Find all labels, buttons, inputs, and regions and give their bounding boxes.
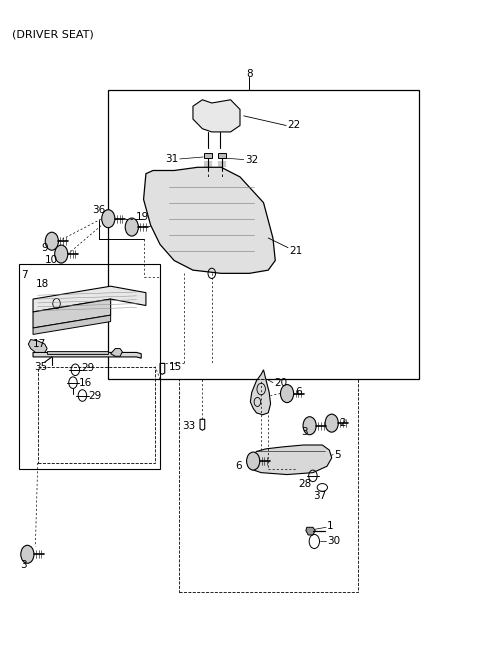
- Bar: [108, 90, 419, 379]
- FancyBboxPatch shape: [218, 153, 227, 158]
- Text: 1: 1: [327, 521, 334, 531]
- Polygon shape: [33, 299, 110, 328]
- Bar: [179, 379, 358, 592]
- Circle shape: [303, 417, 316, 435]
- Text: 15: 15: [168, 361, 182, 371]
- Circle shape: [102, 210, 115, 228]
- Text: 18: 18: [36, 279, 48, 289]
- Text: 33: 33: [182, 421, 195, 432]
- Polygon shape: [33, 315, 110, 335]
- Text: 32: 32: [245, 155, 258, 165]
- Polygon shape: [33, 352, 141, 358]
- Circle shape: [325, 414, 338, 432]
- Text: 7: 7: [21, 270, 28, 280]
- Circle shape: [247, 452, 260, 470]
- Circle shape: [125, 218, 138, 236]
- Text: 31: 31: [166, 154, 179, 164]
- Text: 5: 5: [334, 449, 341, 460]
- Polygon shape: [250, 445, 332, 474]
- Polygon shape: [47, 350, 108, 354]
- Polygon shape: [110, 348, 122, 356]
- Text: 35: 35: [34, 361, 47, 371]
- Polygon shape: [251, 370, 271, 415]
- Bar: [38, 367, 156, 463]
- Text: 21: 21: [289, 246, 303, 256]
- Text: 29: 29: [88, 390, 101, 401]
- Text: 36: 36: [92, 205, 106, 215]
- Text: 37: 37: [313, 491, 326, 501]
- Text: 3: 3: [301, 427, 308, 437]
- Bar: [19, 264, 160, 470]
- Text: 6: 6: [236, 461, 242, 471]
- FancyBboxPatch shape: [204, 153, 212, 158]
- Polygon shape: [28, 340, 47, 352]
- Text: 29: 29: [81, 363, 94, 373]
- Text: 8: 8: [246, 69, 253, 79]
- Text: 28: 28: [298, 480, 312, 489]
- Text: (DRIVER SEAT): (DRIVER SEAT): [12, 29, 94, 39]
- Text: 16: 16: [79, 378, 92, 388]
- Text: 9: 9: [41, 243, 48, 253]
- Text: 2: 2: [340, 418, 347, 428]
- Text: 10: 10: [44, 255, 58, 266]
- Circle shape: [21, 545, 34, 564]
- Text: 19: 19: [135, 213, 149, 222]
- Text: 17: 17: [33, 339, 46, 349]
- Text: 22: 22: [287, 121, 300, 131]
- Text: 3: 3: [20, 560, 27, 569]
- Circle shape: [280, 384, 294, 403]
- Polygon shape: [193, 100, 240, 132]
- Text: 6: 6: [296, 387, 302, 398]
- Circle shape: [55, 245, 68, 263]
- Circle shape: [45, 232, 59, 250]
- Polygon shape: [33, 286, 146, 312]
- Polygon shape: [144, 167, 275, 274]
- Text: 20: 20: [274, 378, 287, 388]
- Text: 30: 30: [327, 537, 340, 546]
- Polygon shape: [306, 527, 315, 535]
